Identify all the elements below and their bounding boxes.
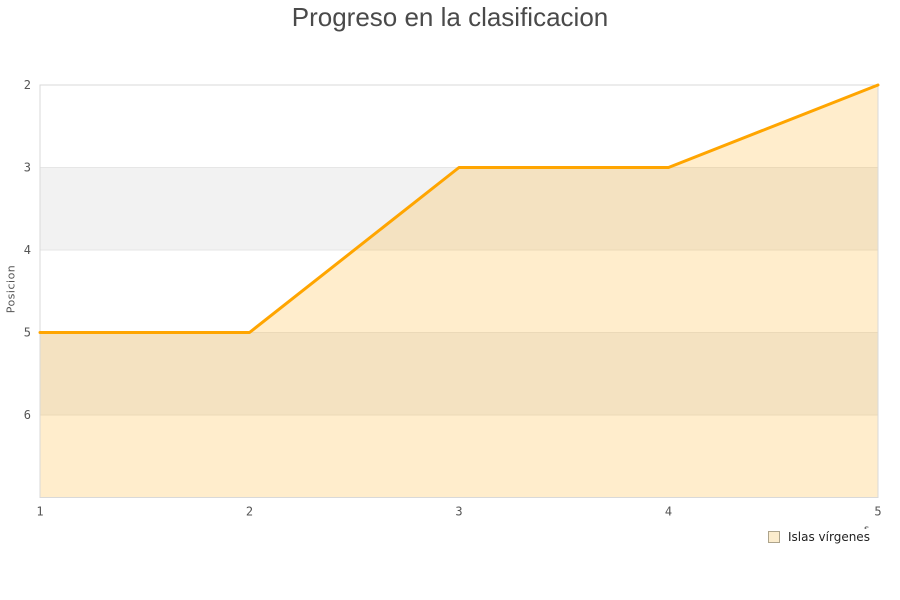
- x-tick-label: 5: [874, 505, 881, 519]
- series-line: [38, 83, 880, 334]
- y-tick-label: 2: [24, 78, 31, 92]
- y-axis-title: Posicion: [4, 264, 18, 314]
- x-tick-label: 2: [246, 505, 253, 519]
- y-tick-label: 4: [24, 243, 31, 257]
- legend-item-islas-virgenes[interactable]: Islas vírgenes: [766, 529, 872, 545]
- plot-border: [39, 84, 879, 498]
- y-tick-label: 6: [24, 408, 31, 422]
- legend-label: Islas vírgenes: [788, 530, 870, 544]
- series-area: [40, 85, 878, 498]
- plot-band: [40, 332, 878, 415]
- x-tick-label: 1: [36, 505, 43, 519]
- chart-title: Progreso en la clasificacion: [291, 2, 609, 32]
- legend-swatch-icon: [768, 531, 780, 543]
- x-tick-label: 4: [665, 505, 672, 519]
- y-tick-label: 5: [24, 326, 31, 340]
- y-tick-label: 3: [24, 161, 31, 175]
- x-tick-label: 3: [455, 505, 462, 519]
- plot-band: [40, 167, 878, 250]
